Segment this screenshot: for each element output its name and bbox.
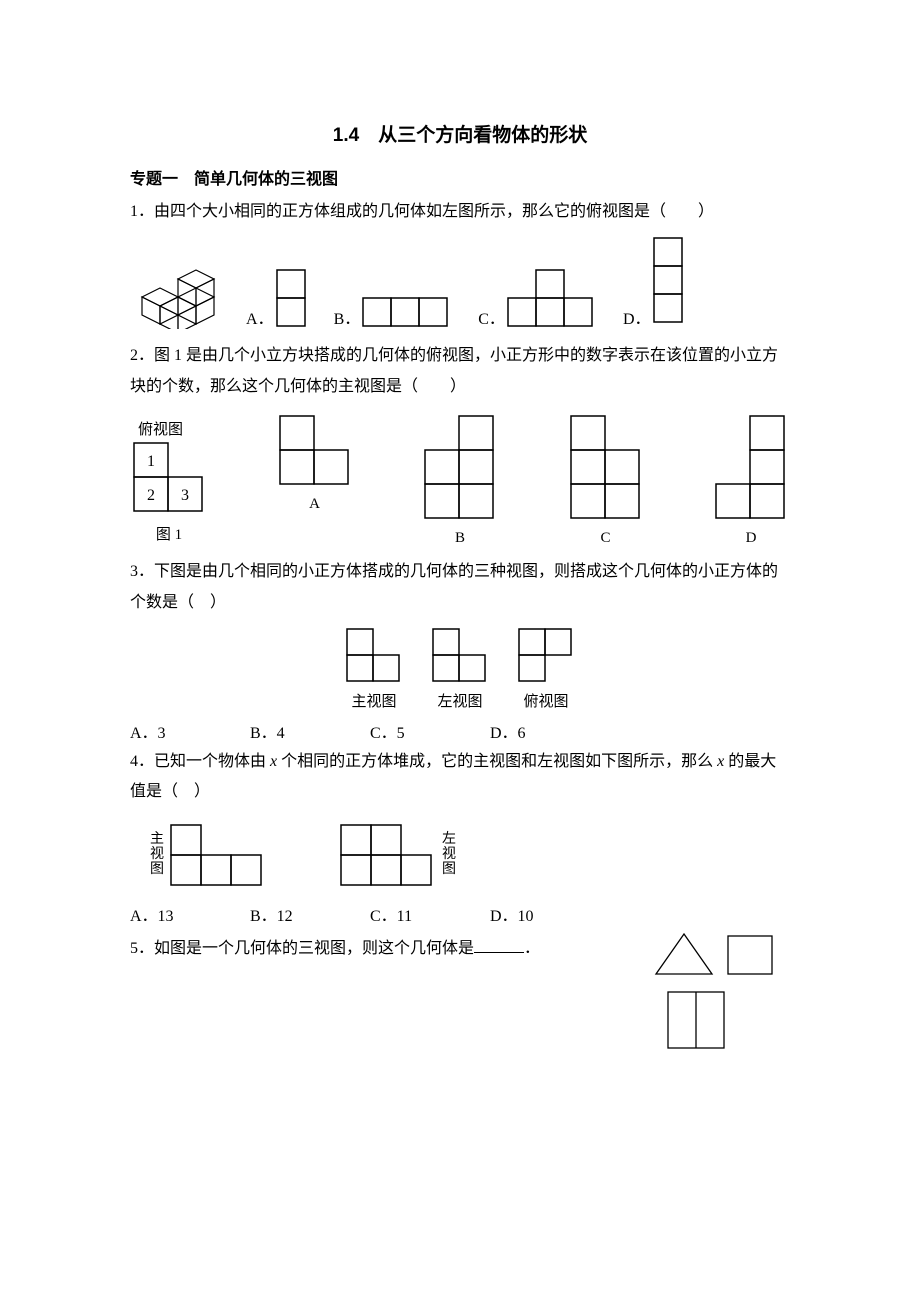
q3-left-icon bbox=[430, 626, 490, 684]
q2-d-label: D bbox=[746, 530, 757, 547]
section-subtitle: 专题一 简单几何体的三视图 bbox=[130, 165, 790, 189]
q4-pre: 4．已知一个物体由 bbox=[130, 753, 270, 770]
q2-opt-a-icon bbox=[276, 412, 354, 490]
q2-cell-1: 1 bbox=[147, 453, 155, 470]
q4-options: A．13 B．12 C．11 D．10 bbox=[130, 902, 790, 926]
q5-views-icon bbox=[650, 930, 790, 1060]
q3-main-label: 主视图 bbox=[351, 690, 396, 711]
q2-opt-c: C bbox=[567, 412, 645, 547]
q2-opt-b-icon bbox=[421, 412, 499, 524]
q1-label-a: A． bbox=[246, 305, 274, 329]
q1-label-d: D． bbox=[623, 305, 651, 329]
q3-opt-b: B．4 bbox=[250, 719, 370, 743]
q2-opt-c-icon bbox=[567, 412, 645, 524]
q3-text: 3．下图是由几个相同的小正方体搭成的几何体的三种视图，则搭成这个几何体的小正方体… bbox=[130, 557, 790, 618]
q3-main: 主视图 bbox=[344, 626, 404, 711]
q5-row: 5．如图是一个几何体的三视图，则这个几何体是 ． bbox=[130, 930, 790, 1060]
q3-left: 左视图 bbox=[430, 626, 490, 711]
q5-post: ． bbox=[524, 940, 540, 957]
q3-opt-d: D．6 bbox=[490, 719, 610, 743]
q4-main-view: 主视图 bbox=[150, 822, 268, 888]
q4-text: 4．已知一个物体由 x 个相同的正方体堆成，它的主视图和左视图如下图所示，那么 … bbox=[130, 747, 790, 808]
q2-fig1-grid-icon: 1 2 3 bbox=[130, 439, 208, 517]
q4-main-icon bbox=[168, 822, 268, 888]
q3-top-label: 俯视图 bbox=[523, 690, 568, 711]
q2-cell-2: 2 bbox=[147, 487, 155, 504]
q2-b-label: B bbox=[455, 530, 465, 547]
worksheet-page: 1.4 从三个方向看物体的形状 专题一 简单几何体的三视图 1．由四个大小相同的… bbox=[0, 0, 920, 1120]
q2-opt-b: B bbox=[421, 412, 499, 547]
q4-opt-a: A．13 bbox=[130, 902, 250, 926]
q2-fig1-label: 图 1 bbox=[156, 523, 182, 544]
q2-text: 2．图 1 是由几个小立方块搭成的几何体的俯视图，小正方形中的数字表示在该位置的… bbox=[130, 341, 790, 402]
q4-opt-b: B．12 bbox=[250, 902, 370, 926]
q1-figures: A． B． C． D． bbox=[130, 235, 790, 329]
q3-main-icon bbox=[344, 626, 404, 684]
q2-opt-d-icon bbox=[712, 412, 790, 524]
q1-option-c-icon bbox=[505, 267, 599, 329]
q3-figures: 主视图 左视图 俯视图 bbox=[130, 626, 790, 711]
q1-option-a-icon bbox=[274, 267, 310, 329]
q2-a-label: A bbox=[309, 496, 320, 513]
q2-fig1: 俯视图 1 2 3 图 1 bbox=[130, 412, 208, 544]
q2-opt-d: D bbox=[712, 412, 790, 547]
q5-text: 5．如图是一个几何体的三视图，则这个几何体是 ． bbox=[130, 934, 650, 964]
q4-left-view: 左视图 bbox=[338, 822, 460, 888]
q4-opt-c: C．11 bbox=[370, 902, 490, 926]
q4-mid: 个相同的正方体堆成，它的主视图和左视图如下图所示，那么 bbox=[277, 753, 717, 770]
q4-left-label: 左视图 bbox=[442, 832, 456, 878]
q1-isometric-icon bbox=[130, 237, 228, 329]
q5-blank bbox=[474, 938, 524, 953]
q4-left-icon bbox=[338, 822, 438, 888]
q4-figures: 主视图 左 bbox=[150, 822, 790, 888]
q2-topview-label: 俯视图 bbox=[138, 418, 183, 439]
q3-left-label: 左视图 bbox=[437, 690, 482, 711]
q1-label-b: B． bbox=[334, 305, 361, 329]
q3-options: A．3 B．4 C．5 D．6 bbox=[130, 719, 790, 743]
q5-pre: 5．如图是一个几何体的三视图，则这个几何体是 bbox=[130, 940, 474, 957]
q3-top-icon bbox=[516, 626, 576, 684]
q1-option-b-icon bbox=[360, 295, 454, 329]
q1-option-d-icon bbox=[651, 235, 687, 329]
q2-cell-3: 3 bbox=[181, 487, 189, 504]
q4-opt-d: D．10 bbox=[490, 902, 610, 926]
q2-opt-a: A bbox=[276, 412, 354, 513]
q3-opt-c: C．5 bbox=[370, 719, 490, 743]
q4-main-label: 主视图 bbox=[150, 832, 164, 878]
q2-figures: 俯视图 1 2 3 图 1 A bbox=[130, 412, 790, 547]
q3-top: 俯视图 bbox=[516, 626, 576, 711]
q2-c-label: C bbox=[600, 530, 610, 547]
q3-opt-a: A．3 bbox=[130, 719, 250, 743]
q1-label-c: C． bbox=[478, 305, 505, 329]
q1-text: 1．由四个大小相同的正方体组成的几何体如左图所示，那么它的俯视图是（ ） bbox=[130, 197, 790, 227]
page-title: 1.4 从三个方向看物体的形状 bbox=[130, 120, 790, 147]
